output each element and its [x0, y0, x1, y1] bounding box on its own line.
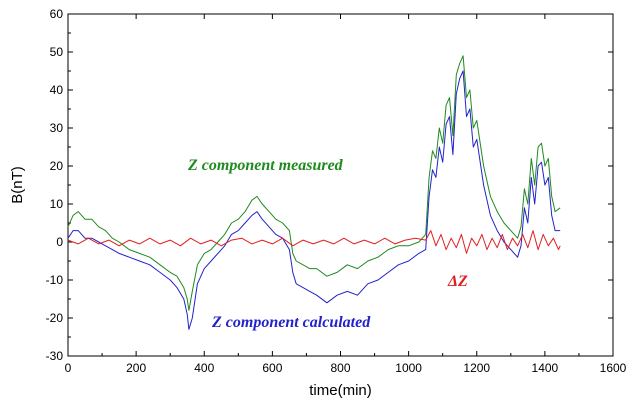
y-axis-title: B(nT) [9, 166, 26, 204]
plot-frame [67, 13, 614, 357]
series-delta-z [67, 230, 561, 254]
annotation-calculated: Z component calculated [211, 314, 371, 331]
x-tick-label: 200 [126, 361, 146, 375]
y-tick-label: 50 [50, 45, 64, 59]
series-z-calculated [67, 70, 561, 330]
x-tick-label: 400 [194, 361, 214, 375]
x-tick-label: 1600 [600, 361, 627, 375]
y-tick-label: 30 [50, 121, 64, 135]
y-tick-label: 20 [50, 159, 64, 173]
axes [67, 13, 614, 357]
x-tick-label: 0 [65, 361, 72, 375]
x-tick-label: 800 [330, 361, 350, 375]
series-layer [67, 55, 561, 330]
y-tick-label: 40 [50, 83, 64, 97]
x-axis-title: time(min) [309, 382, 372, 399]
labels-layer: 0 200 400 600 800 1000 1200 1400 1600 -30 -20 -10 0 1… [46, 7, 627, 375]
y-tick-label: -30 [46, 349, 64, 363]
x-tick-label: 1000 [395, 361, 422, 375]
y-tick-label: 0 [56, 235, 63, 249]
x-tick-label: 600 [262, 361, 282, 375]
series-z-measured [67, 55, 561, 311]
y-tick-label: -10 [46, 273, 64, 287]
x-tick-label: 1400 [532, 361, 559, 375]
annotation-delta-z: ΔZ [447, 273, 468, 290]
x-tick-label: 1200 [463, 361, 490, 375]
y-tick-label: 10 [50, 197, 64, 211]
y-tick-label: 60 [50, 7, 64, 21]
annotation-measured: Z component measured [187, 157, 344, 174]
y-tick-label: -20 [46, 311, 64, 325]
